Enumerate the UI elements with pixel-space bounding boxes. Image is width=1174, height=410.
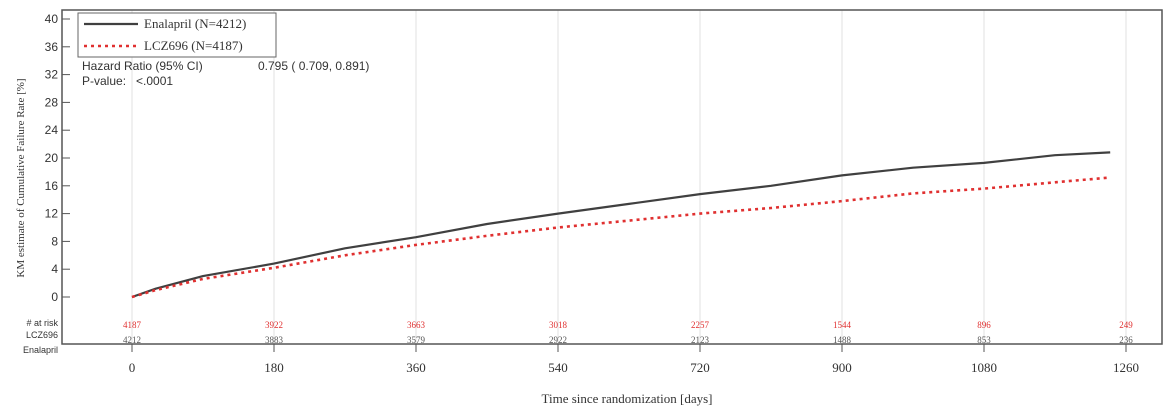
at-risk-value-1-7: 236 <box>1119 335 1133 345</box>
at-risk-value-1-3: 2922 <box>549 335 567 345</box>
y-tick-label-5: 20 <box>45 151 59 165</box>
y-tick-label-9: 36 <box>45 40 59 54</box>
at-risk-table: # at risk LCZ696 4187 3922 3663 3018 2257 1544 8… <box>23 318 1133 355</box>
at-risk-value-1-2: 3579 <box>407 335 426 345</box>
y-tick-label-6: 24 <box>45 123 59 137</box>
y-axis-label: KM estimate of Cumulative Failure Rate [… <box>15 78 27 277</box>
y-tick-label-8: 32 <box>45 68 59 82</box>
legend-label-lcz696: LCZ696 (N=4187) <box>144 38 243 53</box>
at-risk-value-1-6: 853 <box>977 335 991 345</box>
x-axis-label: Time since randomization [days] <box>541 391 712 406</box>
legend-box <box>77 12 277 58</box>
at-risk-value-0-1: 3922 <box>265 320 283 330</box>
series-line-0 <box>131 151 1111 299</box>
y-tick-label-3: 12 <box>45 207 59 221</box>
x-tick-label-7: 1260 <box>1113 360 1139 375</box>
at-risk-value-0-7: 249 <box>1119 320 1133 330</box>
at-risk-value-0-0: 4187 <box>123 320 142 330</box>
at-risk-value-0-3: 3018 <box>549 320 568 330</box>
plot-frame <box>61 9 1163 345</box>
p-value-value: <.0001 <box>136 74 173 88</box>
at-risk-value-1-1: 3883 <box>265 335 284 345</box>
at-risk-title: # at risk <box>26 318 58 328</box>
at-risk-value-0-5: 1544 <box>833 320 852 330</box>
at-risk-row-label-0: LCZ696 <box>26 330 58 340</box>
x-tick-label-0: 0 <box>129 360 136 375</box>
at-risk-value-0-6: 896 <box>977 320 991 330</box>
x-tick-label-1: 180 <box>264 360 284 375</box>
x-tick-label-5: 900 <box>832 360 852 375</box>
x-tick-label-2: 360 <box>406 360 426 375</box>
y-tick-label-4: 16 <box>45 179 59 193</box>
hazard-ratio-label: Hazard Ratio (95% CI) <box>82 59 203 73</box>
at-risk-value-1-5: 1488 <box>833 335 852 345</box>
legend-label-enalapril: Enalapril (N=4212) <box>144 16 246 31</box>
hazard-ratio-value: 0.795 ( 0.709, 0.891) <box>258 59 369 73</box>
series-lines <box>131 151 1111 299</box>
y-tick-label-7: 28 <box>45 95 59 109</box>
at-risk-value-0-2: 3663 <box>407 320 426 330</box>
at-risk-value-1-4: 2123 <box>691 335 710 345</box>
y-axis-ticks: 0 4 8 12 16 20 24 28 32 36 40 <box>45 12 70 304</box>
series-line-1 <box>131 176 1111 299</box>
y-tick-label-0: 0 <box>51 290 58 304</box>
y-tick-label-10: 40 <box>45 12 59 26</box>
x-tick-label-6: 1080 <box>971 360 997 375</box>
at-risk-value-0-4: 2257 <box>691 320 710 330</box>
vertical-gridlines <box>131 10 1127 344</box>
legend: Enalapril (N=4212) LCZ696 (N=4187) <box>77 12 277 58</box>
x-tick-label-3: 540 <box>548 360 568 375</box>
x-axis-ticks: 0 180 360 540 720 900 1080 1260 <box>129 344 1139 375</box>
at-risk-value-1-0: 4212 <box>123 335 141 345</box>
p-value-label: P-value: <box>82 74 126 88</box>
x-tick-label-4: 720 <box>690 360 710 375</box>
y-tick-label-1: 4 <box>51 262 58 276</box>
at-risk-row-label-1: Enalapril <box>23 345 58 355</box>
y-tick-label-2: 8 <box>51 234 58 248</box>
